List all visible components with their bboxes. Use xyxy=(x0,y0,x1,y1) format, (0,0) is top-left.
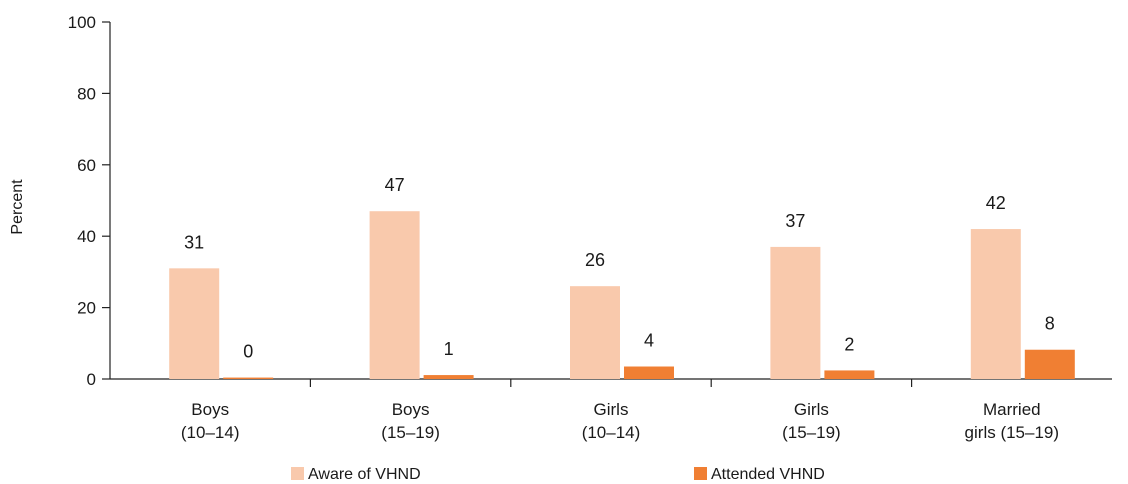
bar-aware xyxy=(570,286,620,379)
legend-label: Aware of VHND xyxy=(308,466,421,483)
y-tick-label: 60 xyxy=(77,156,96,175)
legend-swatch xyxy=(291,467,304,480)
legend-label: Attended VHND xyxy=(711,466,825,483)
data-label: 37 xyxy=(785,211,805,231)
bar-attended xyxy=(223,377,274,379)
x-tick-label: Boys xyxy=(392,400,430,419)
data-label: 2 xyxy=(844,334,854,354)
y-tick-label: 20 xyxy=(77,299,96,318)
y-tick-label: 80 xyxy=(77,84,96,103)
bar-aware xyxy=(369,211,420,379)
axes: 020406080100Boys(10–14)Boys(15–19)Girls(… xyxy=(68,13,1112,442)
y-tick-label: 0 xyxy=(87,370,96,389)
bar-aware xyxy=(970,229,1021,379)
bar-aware xyxy=(770,246,821,379)
bar-attended xyxy=(423,375,474,379)
x-tick-label: girls (15–19) xyxy=(965,423,1060,442)
legend-swatch xyxy=(694,467,707,480)
data-label: 47 xyxy=(385,175,405,195)
data-label: 42 xyxy=(986,193,1006,213)
y-tick-label: 40 xyxy=(77,227,96,246)
x-tick-label: (10–14) xyxy=(181,423,240,442)
bar-attended xyxy=(624,366,674,379)
y-tick-label: 100 xyxy=(68,13,96,32)
data-label: 0 xyxy=(243,342,253,362)
x-tick-label: (15–19) xyxy=(782,423,841,442)
y-axis-title: Percent xyxy=(9,179,26,235)
x-tick-label: Girls xyxy=(794,400,829,419)
data-label: 4 xyxy=(644,331,654,351)
data-labels: 31 0 47 1 26 4 37 2 42 8 xyxy=(184,175,1055,361)
bars xyxy=(169,211,1075,379)
x-tick-label: Girls xyxy=(594,400,629,419)
bar-aware xyxy=(169,268,220,379)
bar-attended xyxy=(1024,349,1075,379)
bar-attended xyxy=(824,370,875,379)
legend: Aware of VHND Attended VHND xyxy=(291,466,825,483)
data-label: 8 xyxy=(1045,314,1055,334)
x-tick-label: Married xyxy=(983,400,1041,419)
x-tick-label: (10–14) xyxy=(582,423,641,442)
x-tick-label: Boys xyxy=(191,400,229,419)
x-tick-label: (15–19) xyxy=(381,423,440,442)
data-label: 26 xyxy=(585,250,605,270)
data-label: 1 xyxy=(444,339,454,359)
data-label: 31 xyxy=(184,232,204,252)
